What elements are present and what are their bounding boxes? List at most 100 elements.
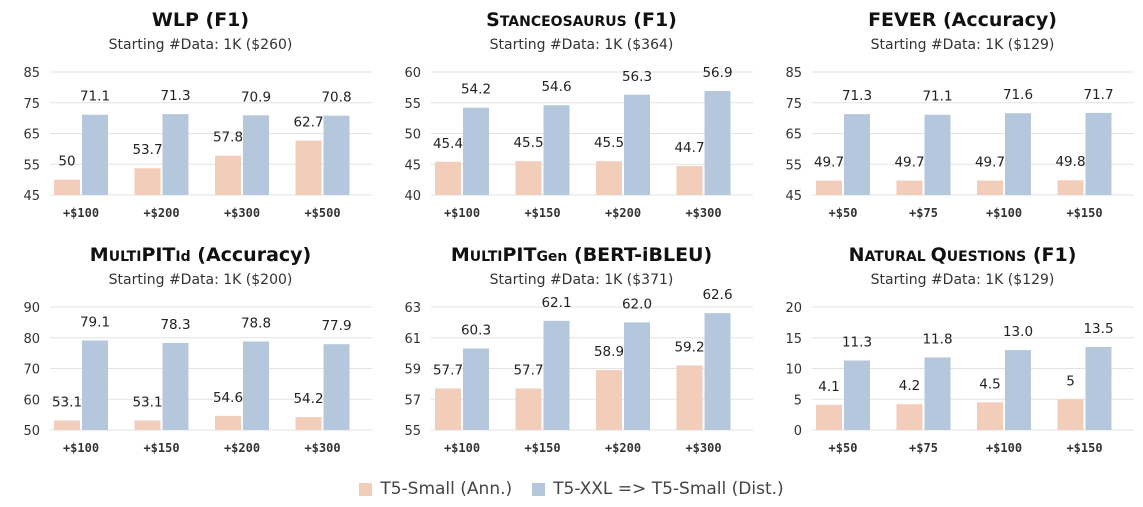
data-label-ann: 59.2 <box>674 339 704 355</box>
y-tick-label: 50 <box>23 424 40 439</box>
data-label-ann: 44.7 <box>674 140 704 156</box>
x-tick-label: +$50 <box>829 441 858 455</box>
data-label-ann: 54.2 <box>293 391 323 407</box>
y-tick-label: 55 <box>785 158 802 173</box>
bar-dist <box>844 114 870 195</box>
chart-grid: WLP (F1) Starting #Data: 1K ($260) 45 55 65 7… <box>0 9 1143 470</box>
chart-title-part: ULTI <box>109 249 142 265</box>
chart-title-part: Q <box>931 244 947 266</box>
y-tick-label: 40 <box>404 189 421 204</box>
bar-ann <box>515 388 542 430</box>
data-label-ann: 45.5 <box>513 135 543 151</box>
y-tick-label: 75 <box>785 97 802 112</box>
bar-dist <box>1005 350 1031 430</box>
chart-svg: WLP (F1) Starting #Data: 1K ($260) 45 55 65 7… <box>23 9 372 220</box>
data-label-dist: 62.0 <box>622 296 652 312</box>
x-tick-label: +$100 <box>986 441 1022 455</box>
bar-dist <box>1085 346 1112 430</box>
chart-title-part: Id <box>175 249 190 265</box>
bar-ann <box>977 402 1003 430</box>
chart-panel-natural-questions: NATURAL QUESTIONS (F1) Starting #Data: 1K… <box>762 235 1143 470</box>
legend-label-ann: T5-Small (Ann.) <box>380 479 513 499</box>
data-label-ann: 62.7 <box>293 115 323 131</box>
chart-subtitle: Starting #Data: 1K ($129) <box>871 272 1055 288</box>
bar-dist <box>844 360 870 430</box>
data-label-dist: 71.1 <box>80 89 110 105</box>
data-label-dist: 56.3 <box>622 69 652 85</box>
data-label-ann: 5 <box>1066 373 1075 389</box>
data-label-dist: 71.7 <box>1083 87 1113 103</box>
bar-dist <box>82 340 108 430</box>
chart-title-part: PIT <box>141 244 175 266</box>
data-label-dist: 71.6 <box>1003 87 1033 103</box>
data-label-ann: 57.7 <box>513 362 543 378</box>
chart-panel-multipit-id: MULTIPITId (Accuracy) Starting #Data: 1K … <box>0 235 381 470</box>
bar-ann <box>816 180 842 195</box>
chart-title-part: (BERT-iBLEU) <box>567 244 712 266</box>
bar-dist <box>1005 113 1031 195</box>
legend-item-ann: T5-Small (Ann.) <box>359 479 512 499</box>
bar-ann <box>435 388 461 430</box>
bar-ann <box>515 161 542 195</box>
y-tick-label: 57 <box>404 393 421 408</box>
chart-title-part: M <box>451 244 470 266</box>
bar-ann <box>977 180 1003 195</box>
bar-dist <box>543 105 570 195</box>
chart-title-part: ULTI <box>470 249 503 265</box>
data-label-ann: 58.9 <box>594 344 624 360</box>
y-tick-label: 45 <box>404 158 421 173</box>
y-tick-label: 90 <box>23 301 40 316</box>
x-tick-label: +$200 <box>605 206 641 220</box>
y-tick-label: 60 <box>23 393 40 408</box>
chart-svg: MULTIPITGen (BERT-iBLEU) Starting #Data: … <box>404 244 753 455</box>
x-tick-label: +$150 <box>143 441 179 455</box>
y-tick-label: 65 <box>23 128 40 143</box>
chart-subtitle: Starting #Data: 1K ($260) <box>109 37 293 53</box>
y-tick-label: 61 <box>404 332 421 347</box>
chart-title: FEVER (Accuracy) <box>868 9 1057 31</box>
chart-svg: STANCEOSAURUS (F1) Starting #Data: 1K ($3… <box>404 9 753 220</box>
data-label-ann: 45.5 <box>594 135 624 151</box>
chart-title-part: (Accuracy) <box>191 244 312 266</box>
y-tick-label: 10 <box>785 363 802 378</box>
data-label-dist: 62.6 <box>702 287 732 303</box>
data-label-ann: 57.7 <box>433 362 463 378</box>
y-tick-label: 15 <box>785 332 802 347</box>
x-tick-label: +$100 <box>63 206 99 220</box>
data-label-dist: 11.3 <box>842 335 872 351</box>
x-tick-label: +$300 <box>224 206 260 220</box>
y-tick-label: 80 <box>23 332 40 347</box>
bar-dist <box>924 357 951 430</box>
x-tick-label: +$75 <box>909 206 938 220</box>
data-label-ann: 50 <box>58 154 75 170</box>
chart-title-part: (F1) <box>199 9 249 31</box>
bar-ann <box>435 161 461 195</box>
bar-ann <box>215 415 241 430</box>
bar-ann <box>134 420 161 430</box>
data-label-dist: 70.8 <box>321 90 351 106</box>
chart-title-part: WLP <box>152 9 199 31</box>
legend: T5-Small (Ann.) T5-XXL => T5-Small (Dist… <box>0 474 1143 504</box>
bar-ann <box>1057 399 1084 430</box>
chart-title-part: TANCEOSAURUS <box>500 14 627 30</box>
chart-subtitle: Starting #Data: 1K ($364) <box>490 37 674 53</box>
data-label-ann: 49.7 <box>894 155 924 171</box>
data-label-ann: 49.7 <box>814 155 844 171</box>
y-tick-label: 55 <box>23 158 40 173</box>
chart-title-part: FEVER <box>868 9 937 31</box>
x-tick-label: +$300 <box>304 441 340 455</box>
x-tick-label: +$200 <box>605 441 641 455</box>
bar-ann <box>896 404 923 430</box>
data-label-ann: 49.8 <box>1055 154 1085 170</box>
x-tick-label: +$100 <box>986 206 1022 220</box>
chart-title-part: (F1) <box>1026 244 1076 266</box>
bar-ann <box>596 161 622 195</box>
y-tick-label: 65 <box>785 128 802 143</box>
data-label-dist: 71.3 <box>160 88 190 104</box>
y-tick-label: 45 <box>23 189 40 204</box>
x-tick-label: +$100 <box>444 206 480 220</box>
x-tick-label: +$50 <box>829 206 858 220</box>
data-label-dist: 62.1 <box>541 295 571 311</box>
data-label-dist: 60.3 <box>461 323 491 339</box>
data-label-ann: 53.7 <box>132 142 162 158</box>
